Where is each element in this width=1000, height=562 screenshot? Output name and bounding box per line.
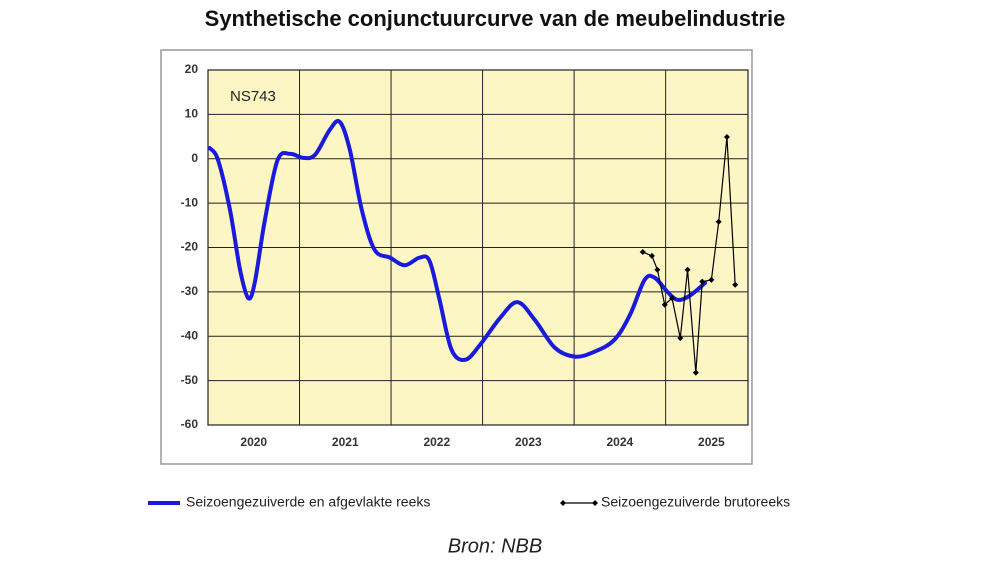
x-tick-label: 2021 <box>332 435 359 449</box>
series-marker <box>661 301 668 308</box>
annotation: NS743 <box>230 88 276 105</box>
y-tick-label: -10 <box>181 195 199 209</box>
series-marker <box>715 218 722 225</box>
series-marker <box>723 134 730 141</box>
y-tick-label: -20 <box>181 240 199 254</box>
chart-title: Synthetische conjunctuurcurve van de meu… <box>205 6 786 31</box>
y-tick-label: 0 <box>191 151 198 165</box>
legend-label: Seizoengezuiverde en afgevlakte reeks <box>186 494 430 510</box>
legend-marker <box>560 500 566 506</box>
series-marker <box>699 278 706 285</box>
y-tick-label: -50 <box>181 373 199 387</box>
y-tick-label: -60 <box>181 417 199 431</box>
series-marker <box>684 266 691 273</box>
x-tick-label: 2022 <box>423 435 450 449</box>
y-tick-label: 20 <box>185 62 199 76</box>
y-tick-label: -30 <box>181 284 199 298</box>
series-line <box>207 118 707 362</box>
series-marker <box>732 281 739 288</box>
source: Bron: NBB <box>448 535 542 557</box>
x-tick-label: 2023 <box>515 435 542 449</box>
series-marker <box>708 276 715 283</box>
series-marker <box>639 248 646 255</box>
series-marker <box>654 266 661 273</box>
y-tick-label: 10 <box>185 107 199 121</box>
series-marker <box>677 335 684 342</box>
x-tick-label: 2020 <box>240 435 267 449</box>
x-tick-label: 2025 <box>698 435 725 449</box>
x-tick-label: 2024 <box>607 435 634 449</box>
y-tick-label: -40 <box>181 328 199 342</box>
legend-label: Seizoengezuiverde brutoreeks <box>601 494 790 510</box>
legend-marker <box>592 500 598 506</box>
series-marker <box>692 369 699 376</box>
series-marker <box>648 252 655 259</box>
series-marker <box>669 295 676 302</box>
